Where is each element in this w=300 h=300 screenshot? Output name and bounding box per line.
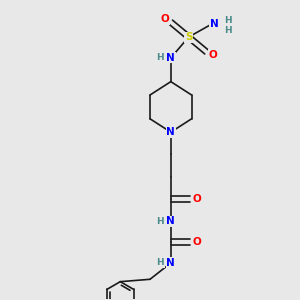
Text: O: O: [192, 194, 201, 204]
Text: H: H: [224, 26, 232, 35]
Text: H: H: [224, 16, 232, 25]
Text: H: H: [157, 53, 164, 62]
Text: N: N: [167, 53, 175, 63]
Text: N: N: [167, 258, 175, 268]
Text: N: N: [167, 216, 175, 226]
Text: N: N: [167, 127, 175, 137]
Text: H: H: [157, 217, 164, 226]
Text: O: O: [208, 50, 217, 60]
Text: S: S: [185, 32, 192, 42]
Text: H: H: [157, 258, 164, 267]
Text: O: O: [192, 237, 201, 247]
Text: N: N: [209, 19, 218, 29]
Text: O: O: [160, 14, 169, 24]
